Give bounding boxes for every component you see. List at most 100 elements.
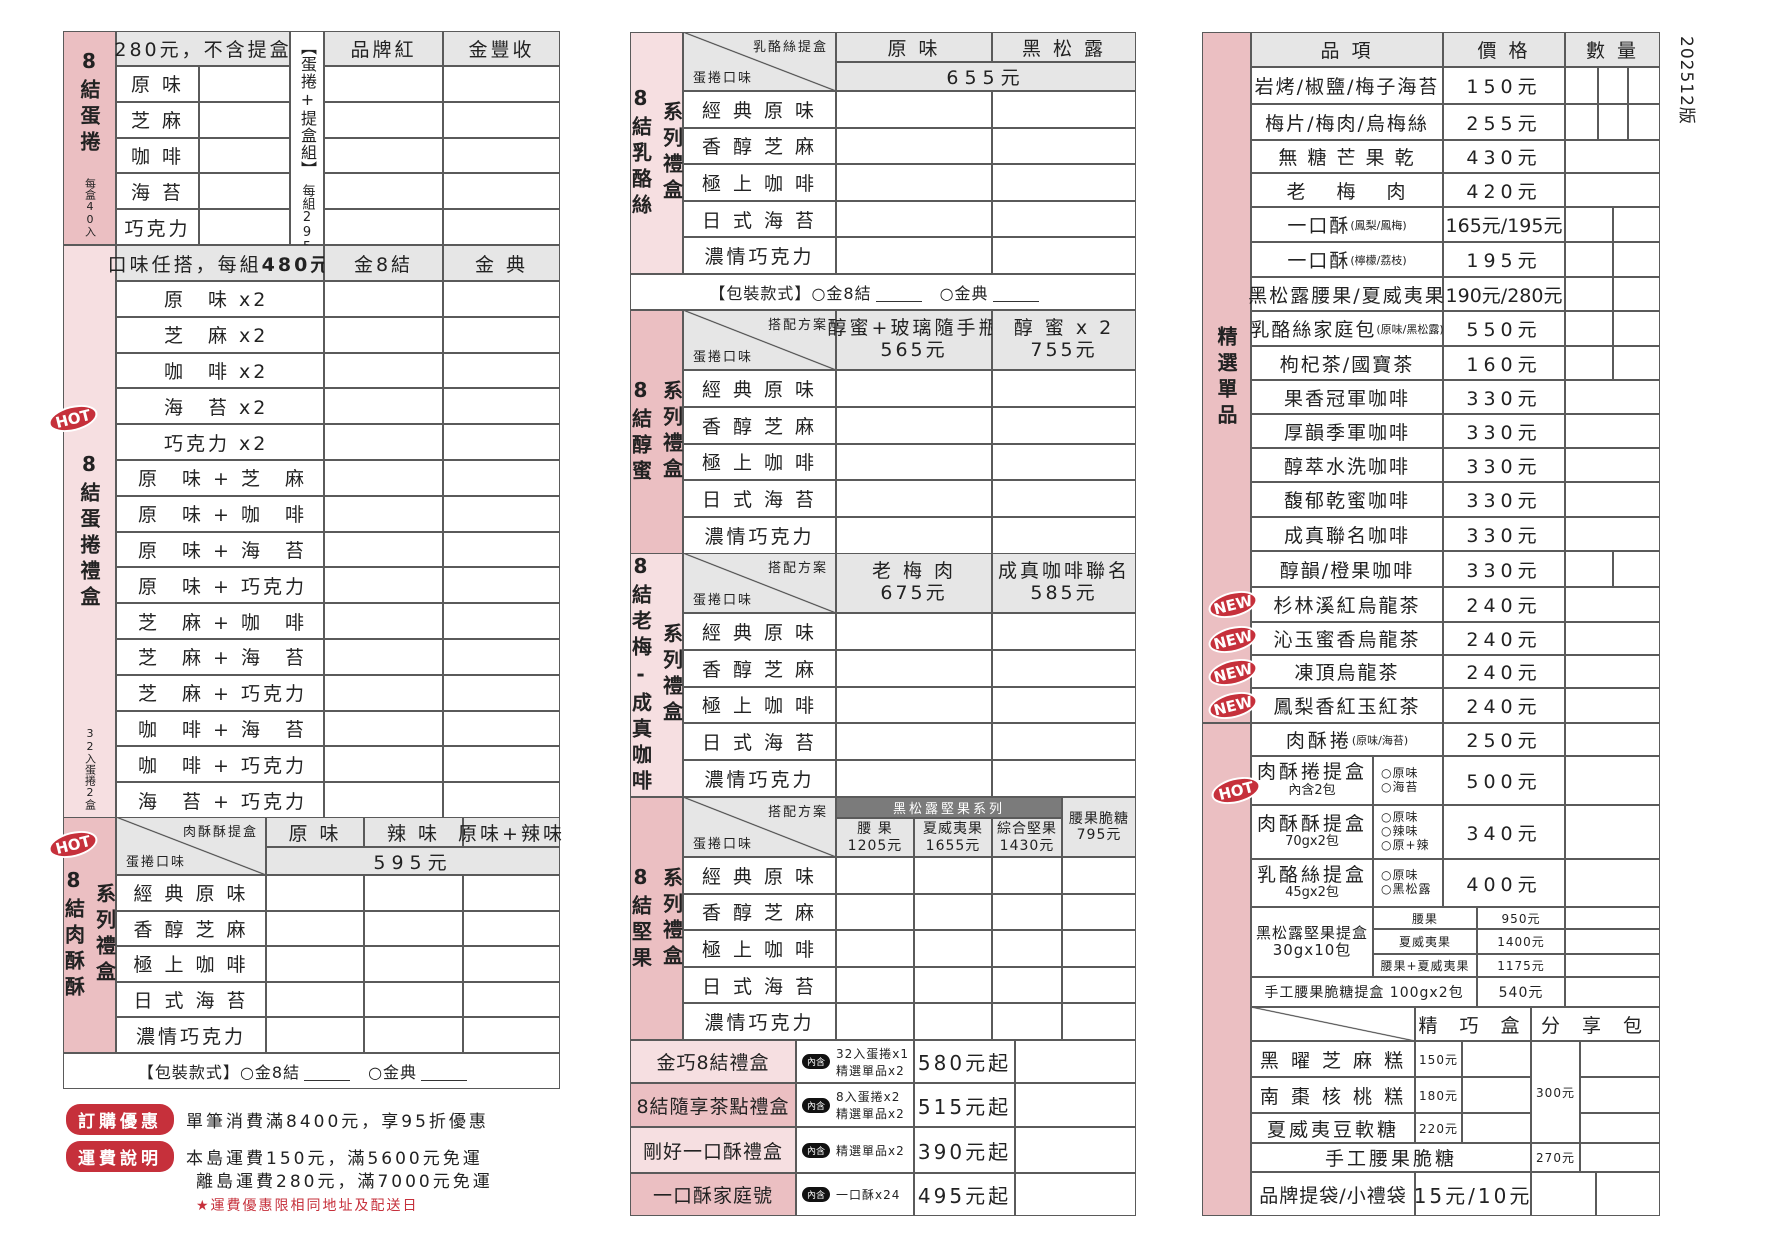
quantity-cell[interactable]	[324, 388, 443, 425]
quantity-cell[interactable]	[1565, 277, 1613, 311]
box-option-radio[interactable]: ○海苔	[1381, 779, 1419, 794]
quantity-cell[interactable]	[1565, 482, 1660, 517]
quantity-cell[interactable]	[1565, 805, 1660, 859]
quantity-cell[interactable]	[266, 910, 364, 947]
quantity-cell[interactable]	[1565, 954, 1660, 977]
box-option-radio[interactable]: ○原+辣	[1381, 837, 1430, 852]
quantity-cell[interactable]	[443, 710, 560, 747]
quantity-cell[interactable]	[1565, 242, 1613, 277]
quantity-cell[interactable]	[836, 686, 992, 724]
quantity-cell[interactable]	[1565, 140, 1660, 173]
quantity-cell[interactable]	[836, 930, 914, 967]
quantity-cell[interactable]	[443, 101, 560, 138]
quantity-cell[interactable]	[836, 406, 992, 444]
quantity-cell[interactable]	[1565, 380, 1660, 414]
quantity-cell[interactable]	[324, 531, 443, 568]
quantity-cell[interactable]	[914, 930, 992, 967]
quantity-cell[interactable]	[1565, 173, 1660, 207]
quantity-cell[interactable]	[324, 674, 443, 711]
quantity-cell[interactable]	[836, 237, 992, 274]
quantity-cell[interactable]	[1062, 857, 1136, 894]
packaging-blank-gold8[interactable]	[304, 1062, 351, 1081]
quantity-cell[interactable]	[324, 460, 443, 496]
quantity-cell[interactable]	[443, 782, 560, 818]
box-option-radio[interactable]: ○黑松露	[1381, 882, 1432, 896]
quantity-cell[interactable]	[443, 209, 560, 245]
quantity-cell[interactable]	[443, 531, 560, 568]
quantity-cell[interactable]	[992, 443, 1136, 481]
quantity-cell[interactable]	[836, 723, 992, 761]
quantity-cell[interactable]	[1613, 207, 1660, 242]
quantity-cell[interactable]	[1628, 104, 1660, 140]
quantity-cell[interactable]	[914, 893, 992, 931]
quantity-cell[interactable]	[324, 639, 443, 675]
quantity-cell[interactable]	[443, 495, 560, 532]
quantity-cell[interactable]	[324, 137, 443, 174]
quantity-cell[interactable]	[1565, 655, 1660, 688]
quantity-cell[interactable]	[1062, 1003, 1136, 1040]
quantity-cell[interactable]	[992, 893, 1062, 931]
quantity-cell[interactable]	[1565, 67, 1598, 104]
quantity-cell[interactable]	[836, 200, 992, 238]
quantity-cell[interactable]	[1462, 1113, 1531, 1143]
quantity-cell[interactable]	[992, 966, 1062, 1004]
quantity-cell[interactable]	[1462, 1077, 1531, 1113]
quantity-cell[interactable]	[836, 893, 914, 931]
quantity-cell[interactable]	[443, 639, 560, 675]
quantity-cell[interactable]	[199, 173, 290, 210]
quantity-cell[interactable]	[1565, 311, 1613, 346]
quantity-cell[interactable]	[266, 875, 364, 911]
quantity-cell[interactable]	[992, 91, 1136, 128]
quantity-cell[interactable]	[1565, 414, 1660, 448]
quantity-cell[interactable]	[324, 424, 443, 460]
quantity-cell[interactable]	[324, 66, 443, 102]
quantity-cell[interactable]	[992, 723, 1136, 761]
quantity-cell[interactable]	[324, 101, 443, 138]
quantity-cell[interactable]	[836, 443, 992, 481]
quantity-cell[interactable]	[1628, 67, 1660, 104]
quantity-cell[interactable]	[992, 370, 1136, 407]
quantity-cell[interactable]	[463, 1017, 560, 1053]
quantity-cell[interactable]	[463, 981, 560, 1018]
quantity-cell[interactable]	[1015, 1040, 1136, 1083]
quantity-cell[interactable]	[1565, 448, 1660, 482]
quantity-cell[interactable]	[443, 674, 560, 711]
quantity-cell[interactable]	[364, 1017, 463, 1053]
quantity-cell[interactable]	[914, 1003, 992, 1040]
quantity-cell[interactable]	[836, 127, 992, 165]
quantity-cell[interactable]	[1565, 977, 1660, 1007]
quantity-cell[interactable]	[1565, 859, 1660, 907]
quantity-cell[interactable]	[836, 966, 914, 1004]
quantity-cell[interactable]	[199, 137, 290, 174]
quantity-cell[interactable]	[836, 1003, 914, 1040]
quantity-cell[interactable]	[1565, 346, 1613, 380]
quantity-cell[interactable]	[992, 200, 1136, 238]
quantity-cell[interactable]	[1015, 1173, 1136, 1216]
quantity-cell[interactable]	[443, 137, 560, 174]
quantity-cell[interactable]	[1062, 930, 1136, 967]
quantity-cell[interactable]	[443, 388, 560, 425]
quantity-cell[interactable]	[1565, 207, 1613, 242]
quantity-cell[interactable]	[324, 209, 443, 245]
quantity-cell[interactable]	[992, 480, 1136, 518]
quantity-cell[interactable]	[914, 966, 992, 1004]
quantity-cell[interactable]	[1613, 242, 1660, 277]
quantity-cell[interactable]	[1613, 551, 1660, 587]
quantity-cell[interactable]	[1015, 1083, 1136, 1127]
quantity-cell[interactable]	[1062, 893, 1136, 931]
quantity-cell[interactable]	[1596, 1172, 1660, 1216]
quantity-cell[interactable]	[463, 946, 560, 982]
quantity-cell[interactable]	[324, 710, 443, 747]
quantity-cell[interactable]	[443, 424, 560, 460]
quantity-cell[interactable]	[324, 281, 443, 317]
quantity-cell[interactable]	[1565, 517, 1660, 551]
quantity-cell[interactable]	[1565, 756, 1660, 805]
quantity-cell[interactable]	[1613, 311, 1660, 346]
quantity-cell[interactable]	[324, 495, 443, 532]
quantity-cell[interactable]	[836, 517, 992, 554]
quantity-cell[interactable]	[443, 281, 560, 317]
quantity-cell[interactable]	[266, 1017, 364, 1053]
quantity-cell[interactable]	[1580, 1113, 1660, 1143]
quantity-cell[interactable]	[992, 127, 1136, 165]
packaging-blank-classic[interactable]	[992, 283, 1039, 302]
